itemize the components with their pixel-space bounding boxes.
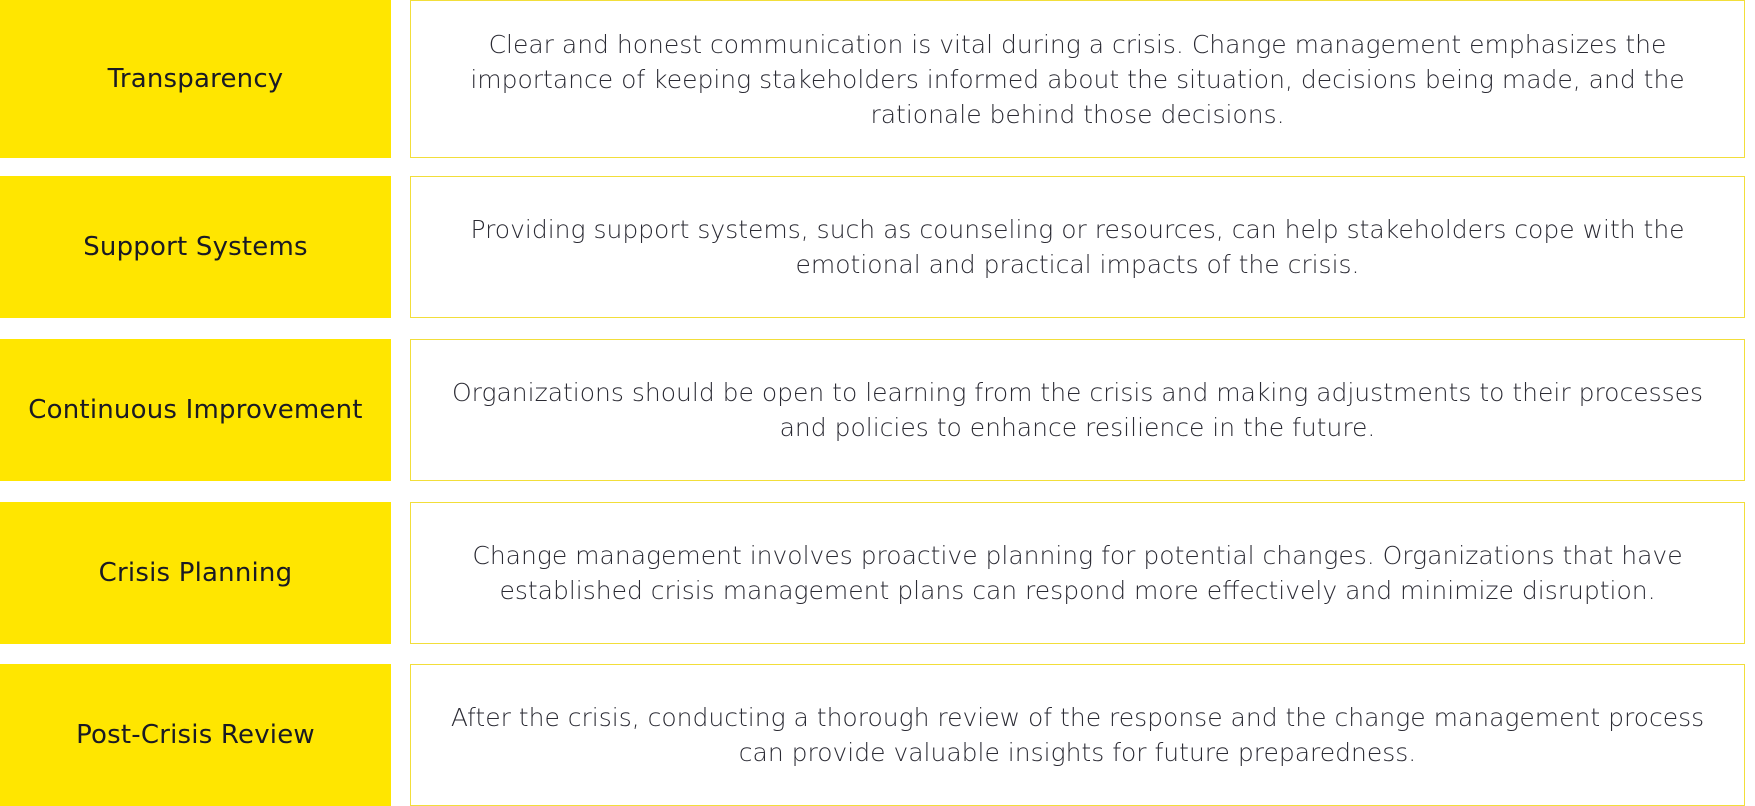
label-box-post-crisis-review: Post-Crisis Review: [0, 664, 391, 806]
description-box-transparency: Clear and honest communication is vital …: [410, 0, 1745, 158]
description-box-continuous-improvement: Organizations should be open to learning…: [410, 339, 1745, 481]
description-box-support-systems: Providing support systems, such as couns…: [410, 176, 1745, 318]
description-box-crisis-planning: Change management involves proactive pla…: [410, 502, 1745, 644]
item-description: Providing support systems, such as couns…: [470, 215, 1685, 279]
item-label: Transparency: [107, 64, 284, 94]
item-row-post-crisis-review: Post-Crisis Review After the crisis, con…: [0, 664, 1745, 806]
item-row-transparency: Transparency Clear and honest communicat…: [0, 0, 1745, 158]
item-label: Support Systems: [83, 232, 308, 262]
item-description: Clear and honest communication is vital …: [470, 29, 1685, 129]
label-box-transparency: Transparency: [0, 0, 391, 158]
item-row-continuous-improvement: Continuous Improvement Organizations sho…: [0, 339, 1745, 481]
item-label: Continuous Improvement: [28, 395, 363, 425]
item-description: Change management involves proactive pla…: [472, 541, 1683, 605]
item-label: Crisis Planning: [98, 558, 293, 588]
item-row-support-systems: Support Systems Providing support system…: [0, 176, 1745, 318]
item-row-crisis-planning: Crisis Planning Change management involv…: [0, 502, 1745, 644]
label-box-support-systems: Support Systems: [0, 176, 391, 318]
description-box-post-crisis-review: After the crisis, conducting a thorough …: [410, 664, 1745, 806]
label-box-crisis-planning: Crisis Planning: [0, 502, 391, 644]
label-box-continuous-improvement: Continuous Improvement: [0, 339, 391, 481]
item-label: Post-Crisis Review: [76, 720, 315, 750]
item-description: After the crisis, conducting a thorough …: [450, 703, 1705, 767]
item-description: Organizations should be open to learning…: [451, 378, 1704, 442]
